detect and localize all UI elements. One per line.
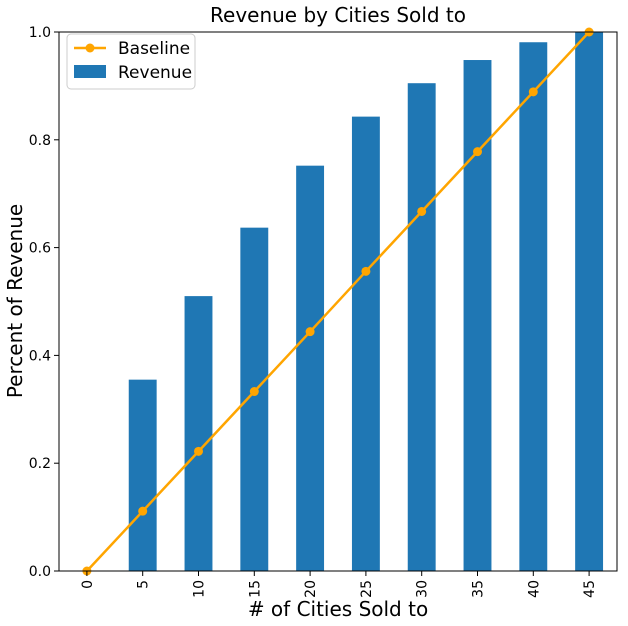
y-tick-label-0.0: 0.0 — [29, 564, 51, 580]
x-tick-label-45: 45 — [582, 580, 598, 598]
chart-title: Revenue by Cities Sold to — [210, 3, 466, 27]
legend-revenue-swatch — [74, 65, 106, 78]
x-tick-label-20: 20 — [303, 580, 319, 598]
y-tick-label-0.8: 0.8 — [29, 133, 51, 149]
revenue-bar-20 — [296, 165, 325, 571]
baseline-point-15 — [249, 387, 259, 397]
x-tick-label-0: 0 — [80, 580, 96, 589]
y-axis-label: Percent of Revenue — [3, 204, 27, 398]
legend-baseline-label: Baseline — [118, 39, 190, 59]
baseline-line-layer — [82, 27, 594, 576]
baseline-point-40 — [528, 87, 538, 97]
revenue-bar-45 — [575, 32, 604, 571]
legend-revenue-label: Revenue — [118, 63, 192, 83]
x-tick-label-10: 10 — [192, 580, 208, 598]
baseline-line — [85, 31, 591, 572]
y-tick-label-0.4: 0.4 — [29, 348, 51, 364]
revenue-bar-35 — [463, 60, 492, 571]
baseline-point-25 — [361, 266, 371, 276]
baseline-point-30 — [417, 206, 427, 216]
axes-layer: 0.0 0.2 0.4 0.6 0.8 1.0 0 5 10 15 20 25 30 35 40 45 — [29, 25, 618, 598]
x-tick-label-40: 40 — [526, 580, 542, 598]
y-tick-label-0.6: 0.6 — [29, 241, 51, 257]
bars-layer — [128, 32, 604, 572]
revenue-bar-10 — [184, 296, 213, 571]
revenue-bar-30 — [407, 83, 436, 571]
revenue-bar-5 — [128, 379, 157, 571]
x-tick-label-5: 5 — [136, 580, 152, 589]
legend-baseline-marker — [85, 43, 95, 53]
legend: Baseline Revenue — [66, 33, 196, 90]
x-tick-label-30: 30 — [415, 580, 431, 598]
revenue-bar-40 — [519, 42, 548, 571]
x-tick-label-35: 35 — [471, 580, 487, 598]
y-tick-label-1.0: 1.0 — [29, 25, 51, 41]
revenue-bar-15 — [240, 227, 269, 572]
revenue-bar-25 — [351, 116, 380, 572]
baseline-point-5 — [138, 506, 148, 516]
y-tick-label-0.2: 0.2 — [29, 456, 51, 472]
plot-frame — [58, 31, 618, 572]
x-tick-label-15: 15 — [247, 580, 263, 598]
x-axis-label: # of Cities Sold to — [248, 597, 428, 621]
baseline-point-20 — [305, 327, 315, 337]
baseline-point-35 — [473, 147, 482, 157]
x-tick-label-25: 25 — [359, 580, 375, 598]
baseline-point-10 — [194, 446, 203, 456]
